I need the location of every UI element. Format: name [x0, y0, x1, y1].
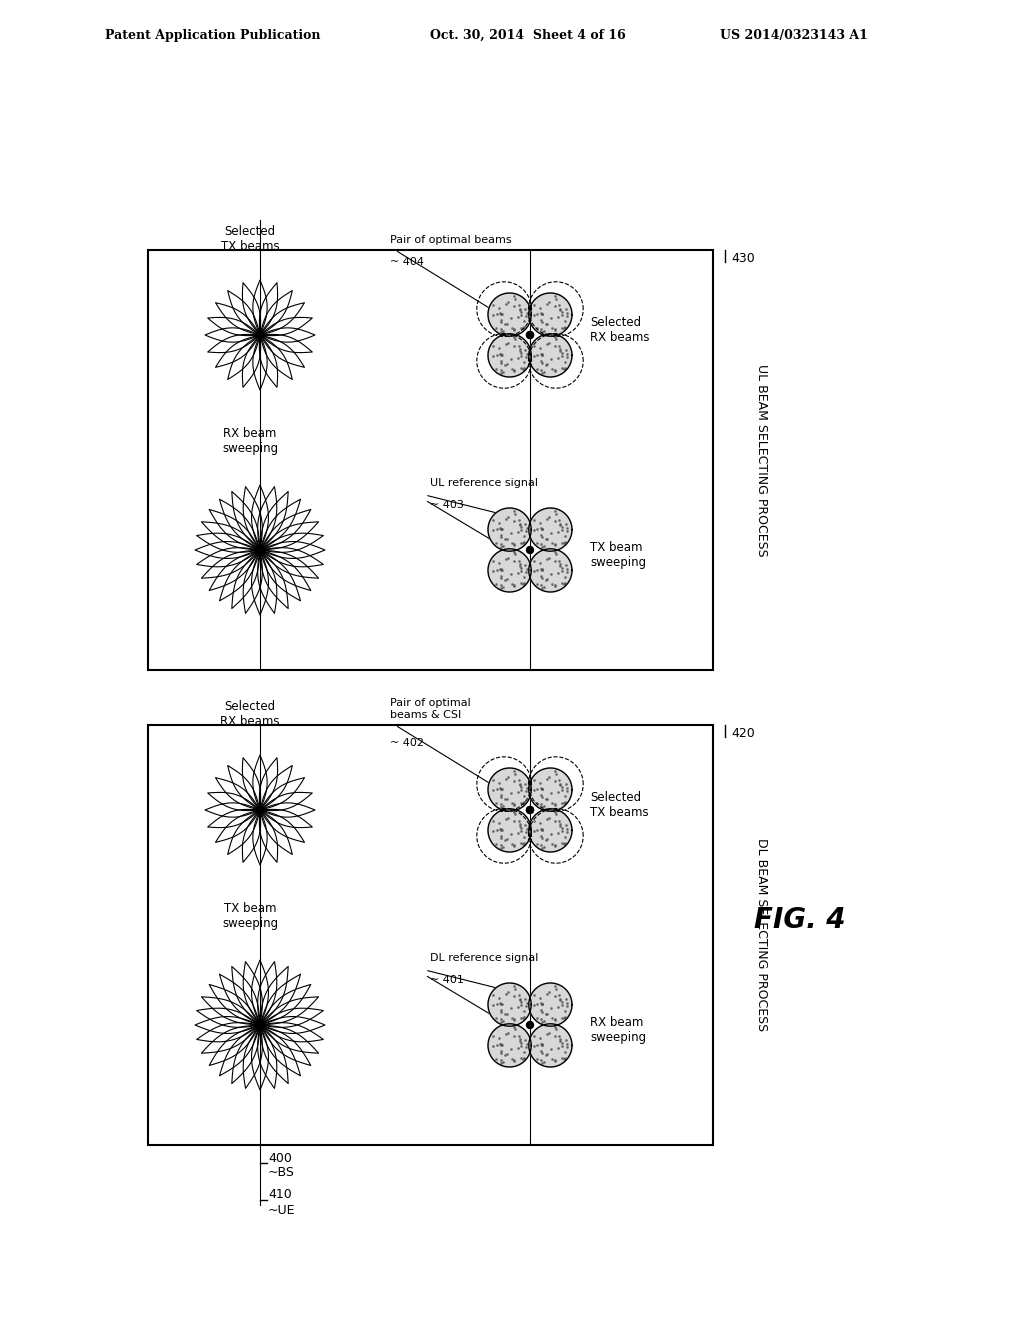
Polygon shape	[528, 809, 572, 851]
Polygon shape	[488, 549, 531, 591]
Polygon shape	[528, 983, 572, 1026]
Bar	[148, 249, 713, 671]
Text: Oct. 30, 2014  Sheet 4 of 16: Oct. 30, 2014 Sheet 4 of 16	[430, 29, 626, 41]
Text: Pair of optimal beams: Pair of optimal beams	[390, 235, 512, 246]
Circle shape	[256, 546, 264, 554]
Circle shape	[526, 331, 534, 338]
Text: DL reference signal: DL reference signal	[430, 953, 539, 964]
Text: 410: 410	[268, 1188, 292, 1201]
Circle shape	[256, 331, 264, 339]
Polygon shape	[528, 334, 572, 378]
Text: ~BS: ~BS	[268, 1167, 295, 1180]
Text: TX beam
sweeping: TX beam sweeping	[222, 902, 279, 931]
Circle shape	[256, 1020, 264, 1030]
Polygon shape	[528, 1024, 572, 1067]
Text: TX beam
sweeping: TX beam sweeping	[590, 541, 646, 569]
Polygon shape	[528, 508, 572, 552]
Polygon shape	[488, 983, 531, 1026]
Text: Selected
TX beams: Selected TX beams	[590, 791, 648, 818]
Polygon shape	[488, 768, 531, 812]
Text: DL BEAM SELECTING PROCESS: DL BEAM SELECTING PROCESS	[755, 838, 768, 1031]
Text: 430: 430	[731, 252, 755, 265]
Text: Selected
RX beams: Selected RX beams	[220, 700, 280, 729]
Text: Selected
TX beams: Selected TX beams	[221, 224, 280, 253]
Text: US 2014/0323143 A1: US 2014/0323143 A1	[720, 29, 868, 41]
Text: RX beam
sweeping: RX beam sweeping	[590, 1016, 646, 1044]
Text: 420: 420	[731, 727, 755, 741]
Circle shape	[526, 807, 534, 813]
Text: FIG. 4: FIG. 4	[755, 906, 846, 935]
Circle shape	[526, 546, 534, 553]
Text: Selected
RX beams: Selected RX beams	[590, 315, 649, 345]
Text: UL BEAM SELECTING PROCESS: UL BEAM SELECTING PROCESS	[755, 364, 768, 556]
Polygon shape	[528, 293, 572, 337]
Polygon shape	[528, 768, 572, 812]
Text: UL reference signal: UL reference signal	[430, 478, 538, 488]
Circle shape	[526, 331, 534, 338]
Text: ~UE: ~UE	[268, 1204, 296, 1217]
Circle shape	[256, 807, 264, 814]
Polygon shape	[488, 293, 531, 337]
Text: 400: 400	[268, 1151, 292, 1164]
Text: ~ 403: ~ 403	[430, 500, 464, 510]
Polygon shape	[488, 1024, 531, 1067]
Polygon shape	[488, 508, 531, 552]
Text: RX beam
sweeping: RX beam sweeping	[222, 426, 279, 455]
Circle shape	[526, 1022, 534, 1028]
Text: Pair of optimal
beams & CSI: Pair of optimal beams & CSI	[390, 698, 471, 719]
Circle shape	[526, 807, 534, 813]
Bar	[148, 725, 713, 1144]
Text: ~ 402: ~ 402	[390, 738, 424, 748]
Text: ~ 401: ~ 401	[430, 975, 464, 985]
Polygon shape	[488, 334, 531, 378]
Text: ~ 404: ~ 404	[390, 257, 424, 267]
Polygon shape	[488, 809, 531, 851]
Polygon shape	[528, 549, 572, 591]
Text: Patent Application Publication: Patent Application Publication	[105, 29, 321, 41]
